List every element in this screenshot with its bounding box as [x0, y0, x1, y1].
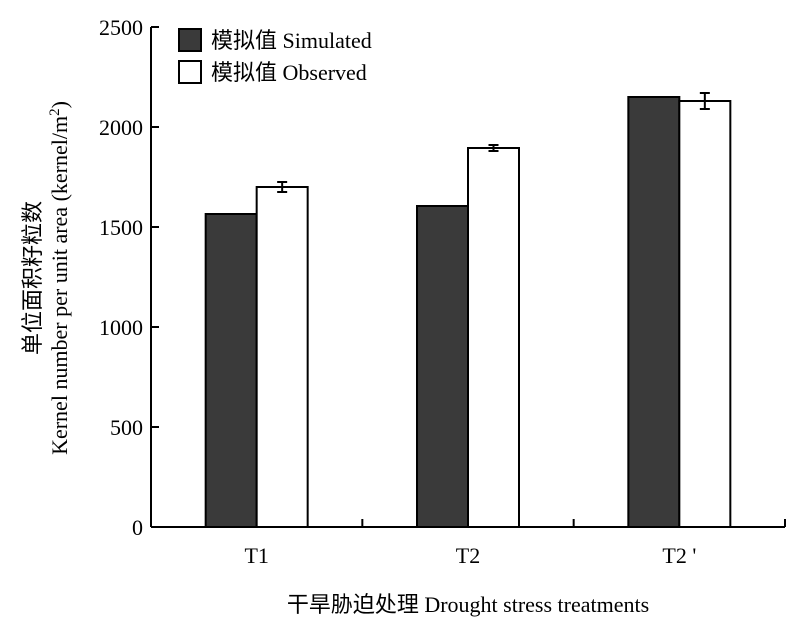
bar-s0-2 — [627, 96, 681, 528]
y-tick-label-1: 500 — [110, 415, 143, 440]
y-tick-label-0: 0 — [132, 515, 143, 540]
y-axis-title-en: Kernel number per unit area (kernel/m2) — [47, 101, 72, 455]
y-tick-label-2: 1000 — [99, 315, 143, 340]
bar-s0-1 — [416, 205, 469, 528]
legend: 模拟值 Simulated 模拟值 Observed — [178, 28, 372, 85]
y-tick-label-4: 2000 — [99, 115, 143, 140]
x-tick-label-1: T2 — [456, 543, 480, 568]
bar-s1-2 — [678, 100, 732, 528]
x-tick-label-2: T2 ' — [662, 543, 696, 568]
y-axis-title-en-main: Kernel number per unit area (kernel/m — [47, 116, 72, 455]
y-axis-title-cn: 单位面积籽粒数 — [20, 201, 45, 355]
error-bars — [277, 92, 710, 193]
bar-s1-1 — [467, 147, 520, 528]
x-axis-title: 干旱胁迫处理 Drought stress treatments — [287, 592, 649, 617]
bar-s1-0 — [255, 186, 309, 528]
bar-s0-0 — [204, 213, 258, 528]
bars — [204, 96, 732, 528]
legend-label-1: 模拟值 Observed — [211, 60, 367, 85]
legend-label-0: 模拟值 Simulated — [211, 28, 372, 53]
x-tick-label-0: T1 — [244, 543, 268, 568]
y-axis-title-en-end: ) — [47, 101, 72, 108]
legend-swatch-1 — [178, 60, 202, 84]
y-tick-label-5: 2500 — [99, 15, 143, 40]
y-axis: 0 500 1000 1500 2000 2500 — [99, 15, 159, 540]
y-tick-label-3: 1500 — [99, 215, 143, 240]
y-axis-title-en-sup: 2 — [47, 108, 63, 116]
legend-swatch-0 — [178, 28, 202, 52]
